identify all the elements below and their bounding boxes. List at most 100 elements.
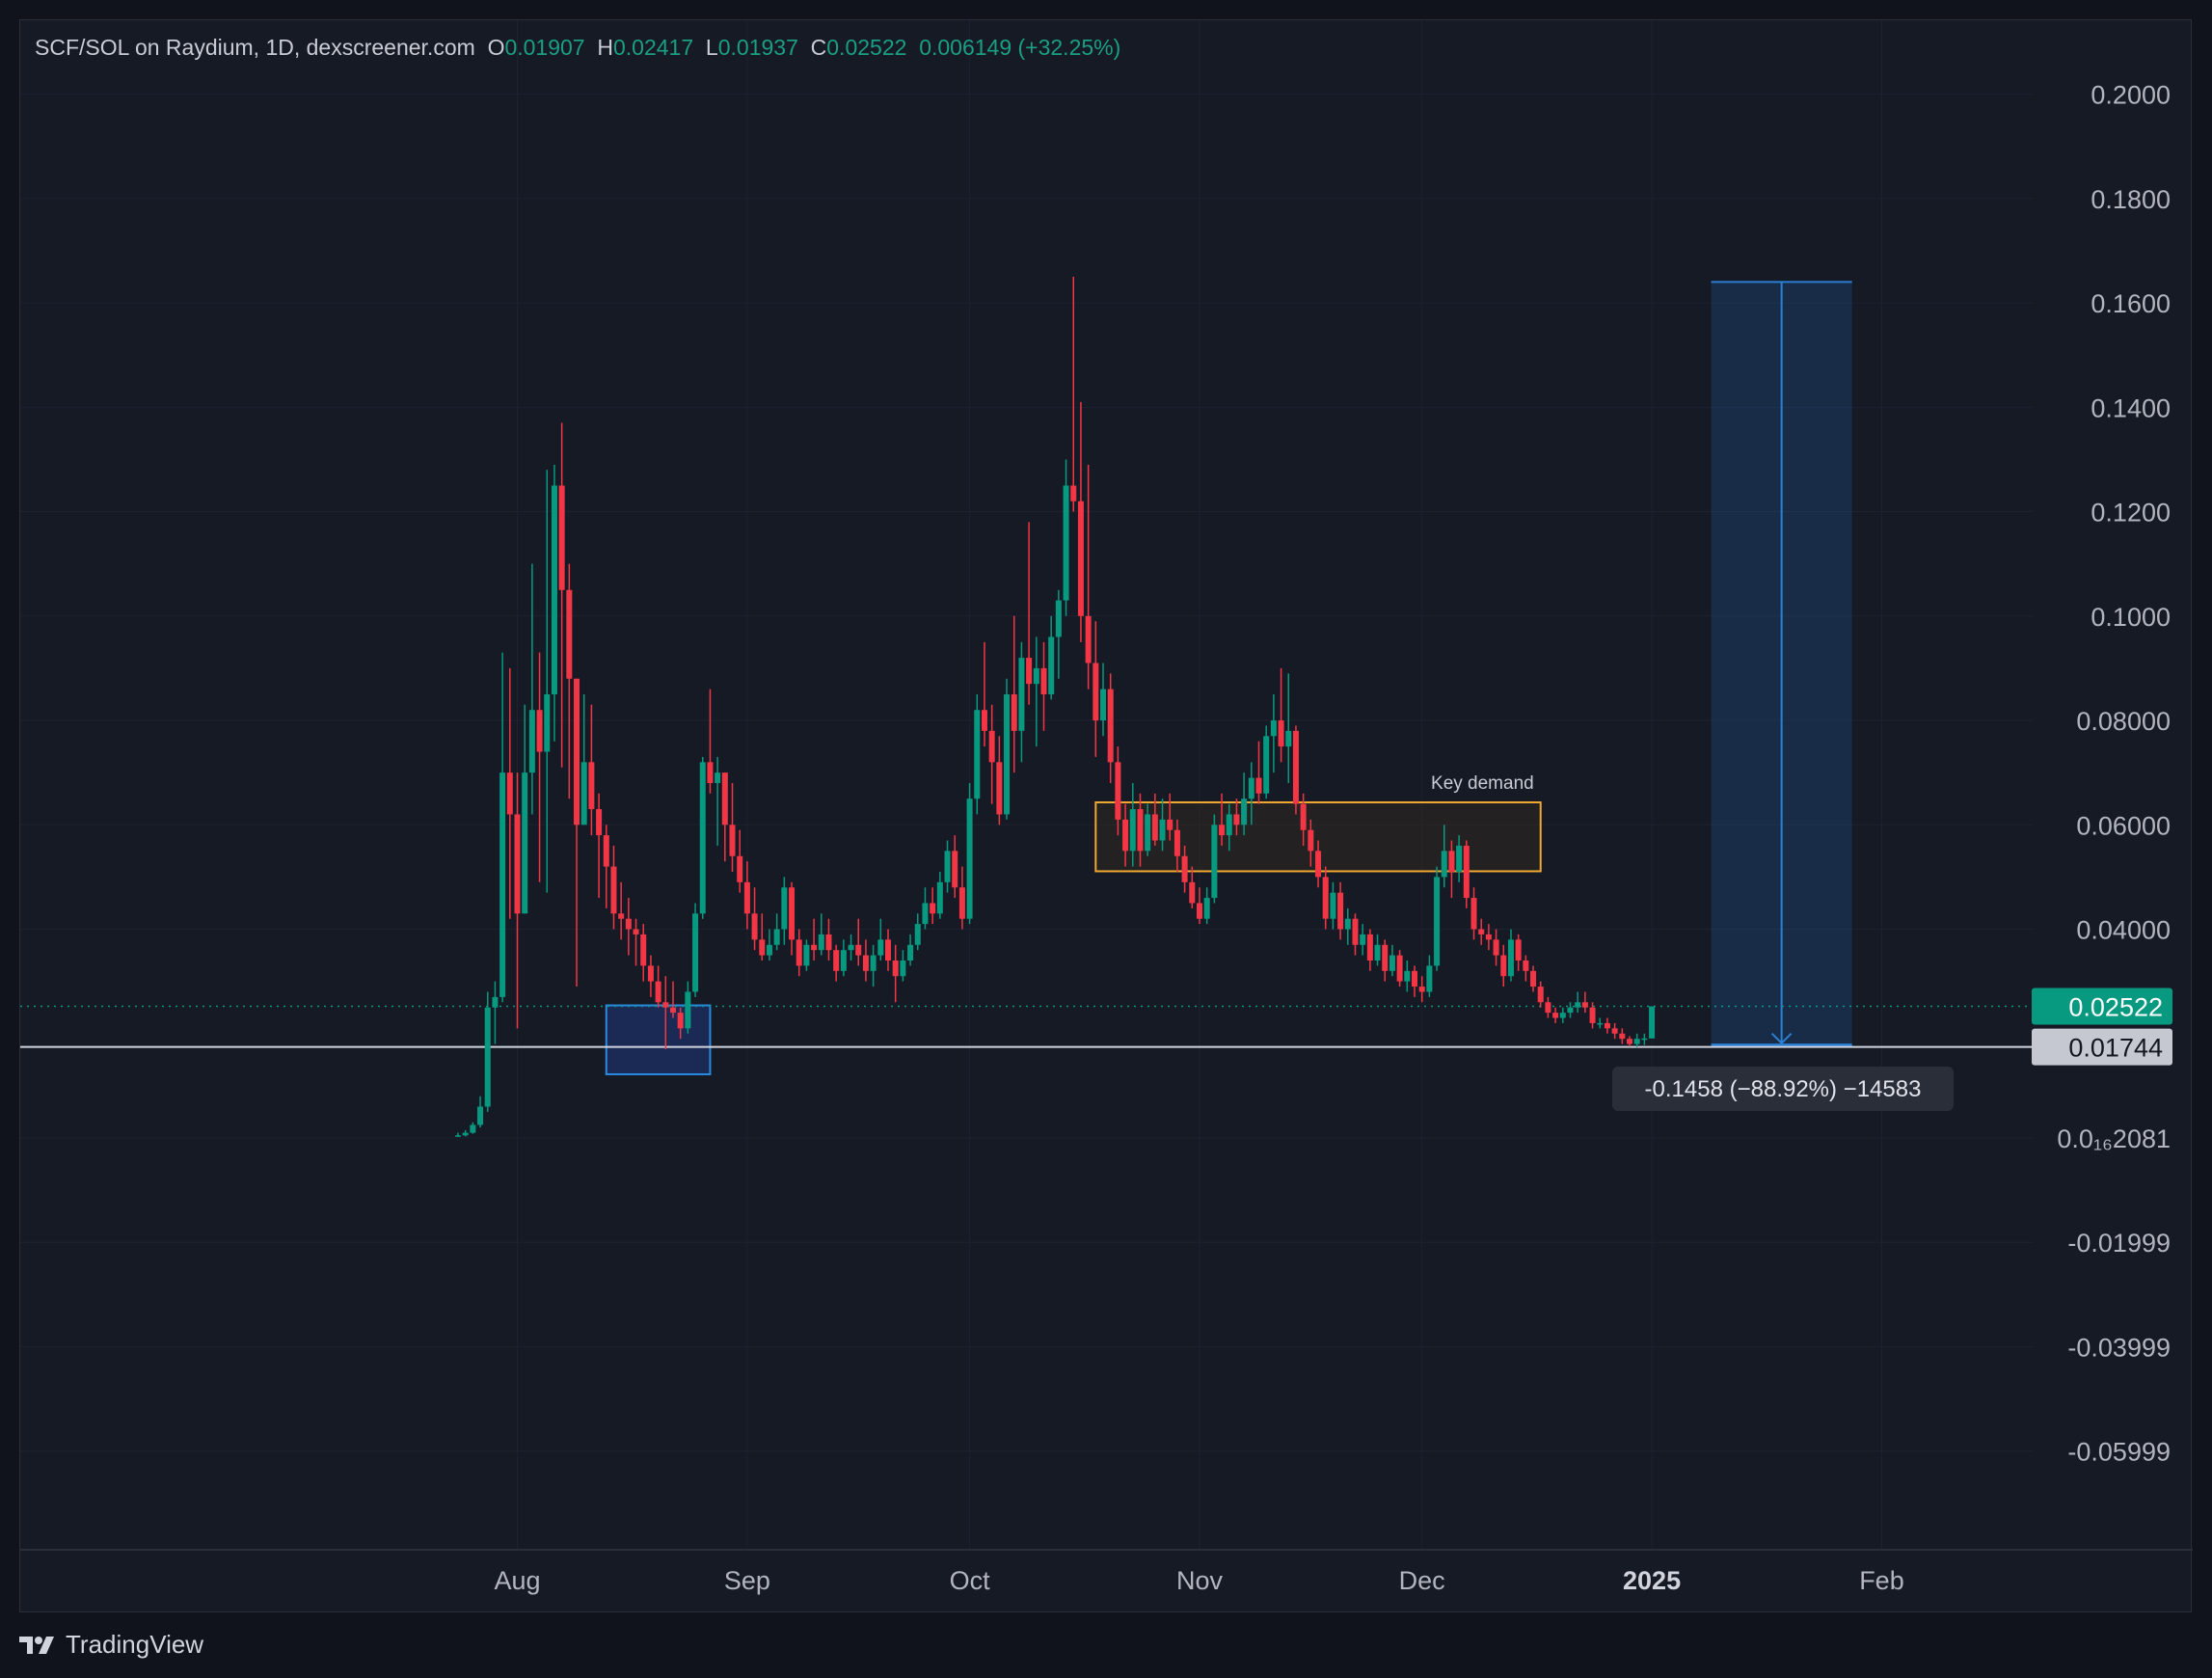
candle-body (1292, 730, 1299, 804)
candle-body (1159, 819, 1166, 841)
candle-body (1226, 814, 1232, 836)
low-value: 0.01937 (717, 35, 798, 60)
candle-body (610, 866, 617, 914)
candle-body (1530, 970, 1537, 988)
candle-body (729, 825, 736, 856)
candle-body (454, 1135, 461, 1137)
low-label: L (705, 35, 718, 60)
close-value: 0.02522 (826, 35, 907, 60)
candle-body (1337, 892, 1344, 930)
y-tick-label: 0.0₁₆2081 (2057, 1124, 2171, 1153)
candle-body (1500, 955, 1507, 977)
candle-body (1248, 777, 1254, 799)
candle-body (870, 955, 877, 971)
candle-body (470, 1124, 476, 1133)
candle-body (1418, 987, 1425, 992)
y-tick-label: 0.2000 (2091, 81, 2171, 110)
y-tick-label: 0.08000 (2076, 707, 2171, 736)
candle-body (892, 960, 899, 977)
candle-body (1567, 1007, 1574, 1014)
measure-label: -0.1458 (−88.92%) −14583 (1645, 1076, 1922, 1102)
candle-body (1581, 1002, 1588, 1008)
candle-body (737, 855, 743, 882)
candle-body (640, 934, 647, 966)
candle-body (1077, 501, 1084, 616)
candle-body (825, 934, 832, 951)
candle-body (900, 960, 906, 977)
tradingview-logo-icon (19, 1636, 54, 1654)
x-tick-label: Aug (494, 1566, 540, 1595)
candle-body (574, 678, 580, 825)
candlestick-chart[interactable]: Key demand -0.1458 (−88.92%) −14583 0.2000… (20, 20, 2193, 1613)
candle-body (633, 929, 639, 934)
candle-body (1611, 1028, 1618, 1034)
candle-body (936, 881, 943, 914)
y-tick-label: 0.1600 (2091, 289, 2171, 318)
candle-body (1241, 798, 1248, 825)
support-box[interactable] (605, 1004, 712, 1075)
candle-body (1063, 485, 1069, 601)
candle-body (484, 1007, 491, 1107)
tradingview-logo[interactable]: TradingView (19, 1630, 203, 1660)
candle-body (1322, 877, 1329, 919)
candle-body (1552, 1013, 1559, 1018)
candle-body (692, 913, 699, 992)
candle-body (1470, 898, 1477, 930)
candle-body (1382, 944, 1389, 971)
x-tick-label: Oct (950, 1566, 991, 1595)
candle-body (922, 903, 929, 925)
candle-body (1352, 918, 1359, 945)
candle-body (551, 485, 557, 694)
candle-body (803, 944, 810, 966)
candle-body (1100, 689, 1107, 721)
candle-body (528, 710, 535, 773)
candle-body (1040, 667, 1047, 694)
horizontal-line-price-tag (2032, 1028, 2172, 1066)
candle-body (1308, 829, 1314, 852)
tradingview-logo-text: TradingView (66, 1630, 204, 1659)
chart-panel[interactable]: Key demand -0.1458 (−88.92%) −14583 0.2000… (19, 19, 2193, 1613)
candle-body (1597, 1022, 1604, 1025)
candle-body (930, 903, 936, 914)
candle-body (1122, 819, 1129, 852)
candle-body (544, 693, 551, 752)
candle-body (1203, 898, 1210, 919)
candle-body (1211, 825, 1218, 899)
current-price-label: 0.02522 (2068, 993, 2163, 1022)
candle-body (715, 772, 721, 783)
x-tick-label: 2025 (1623, 1566, 1681, 1595)
candle-body (1426, 965, 1433, 992)
y-tick-label: 0.1000 (2091, 603, 2171, 632)
candle-body (1389, 955, 1395, 971)
candle-body (773, 929, 780, 945)
candle-body (996, 762, 1003, 815)
candle-body (514, 814, 521, 914)
candle-body (655, 981, 661, 1003)
y-tick-label: -0.05999 (2067, 1438, 2171, 1467)
candle-body (1537, 987, 1544, 1003)
candle-body (1411, 970, 1417, 988)
x-tick-label: Dec (1399, 1566, 1445, 1595)
candle-body (603, 835, 609, 867)
candle-body (1055, 600, 1062, 637)
candle-body (1129, 809, 1136, 852)
candle-body (492, 996, 499, 1008)
candle-body (685, 991, 691, 1029)
high-value: 0.02417 (613, 35, 694, 60)
symbol-title: SCF/SOL on Raydium, 1D, dexscreener.com (35, 35, 475, 60)
candle-body (1181, 855, 1188, 882)
candle-body (1604, 1022, 1610, 1029)
y-tick-label: 0.1800 (2091, 185, 2171, 214)
y-tick-label: -0.01999 (2067, 1229, 2171, 1258)
candle-body (958, 887, 965, 919)
candle-body (840, 950, 847, 971)
candle-body (499, 772, 506, 997)
candle-body (1026, 658, 1033, 685)
candle-body (1448, 851, 1455, 872)
candle-body (848, 944, 854, 951)
candle-body (699, 762, 706, 914)
y-tick-label: 0.1200 (2091, 499, 2171, 528)
candle-body (907, 944, 914, 961)
candle-body (1493, 939, 1499, 956)
current-price-tag (2032, 988, 2172, 1025)
